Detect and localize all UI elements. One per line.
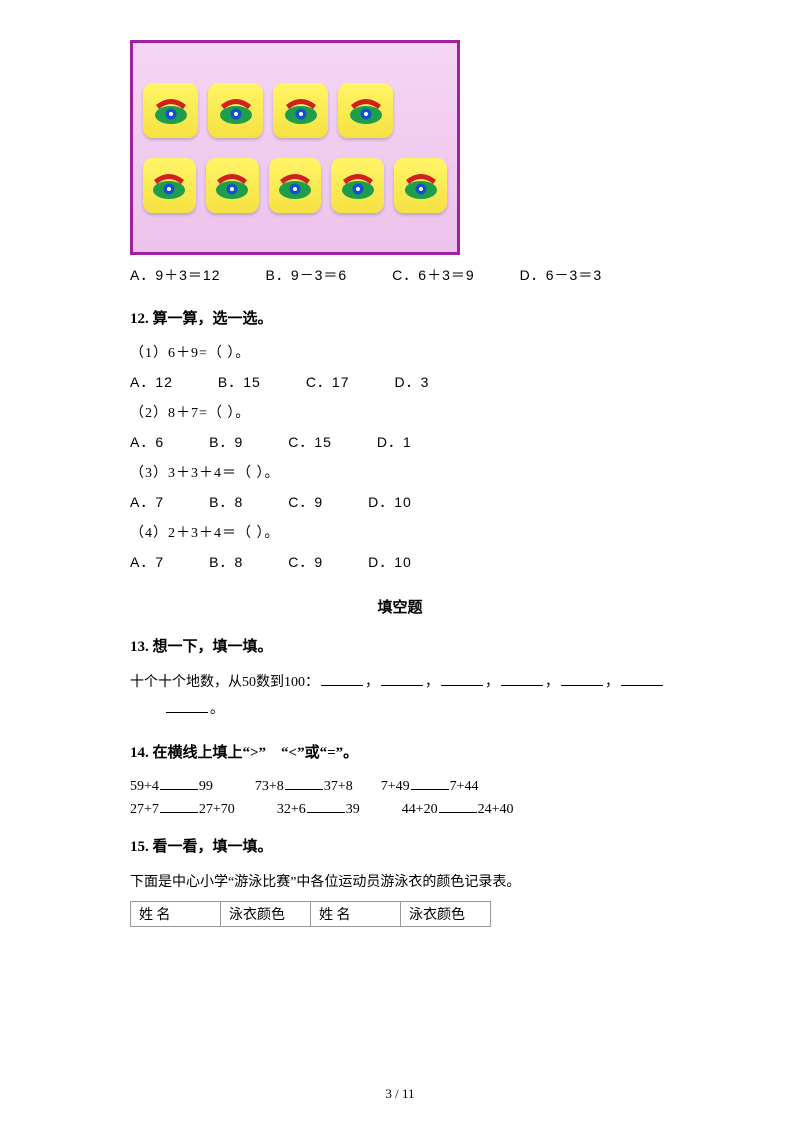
blank [501,672,543,686]
phone-icon [281,95,321,125]
q14-body: 59+4 99 73+8 37+8 7+49 7+44 27+7 27+70 32+6 3… [130,776,670,821]
sub-question-prompt: （4）2＋3＋4＝（ ）。 [130,522,670,542]
q12-title: 12. 算一算，选一选。 [130,307,670,328]
phone-icon [151,95,191,125]
table-header: 泳衣颜色 [401,901,491,926]
q15-intro: 下面是中心小学“游泳比赛”中各位运动员游泳衣的颜色记录表。 [130,870,670,897]
table-header: 泳衣颜色 [221,901,311,926]
sep: ， [605,675,619,690]
phone-icon [216,95,256,125]
page-content: A．9＋3＝12 B．9－3＝6 C．6＋3＝9 D．6－3＝3 12. 算一算… [0,0,800,927]
phone-icon [401,170,441,200]
sub-question-prompt: （1）6＋9=（ ）。 [130,342,670,362]
phone-icon [275,170,315,200]
sep: ， [485,675,499,690]
phone-tile [269,158,322,213]
phone-icon [346,95,386,125]
page-number: 3 / 11 [0,1086,800,1102]
phone-row-2 [143,158,447,213]
expr: 7+44 [450,779,479,794]
blank [285,776,323,790]
blank [439,799,477,813]
q12-parts: （1）6＋9=（ ）。 A．12 B．15 C．17 D．3 （2）8＋7=（ ）。… [130,342,670,572]
phone-icon [212,170,252,200]
sub-question-choices: A．7 B．8 C．9 D．10 [130,492,670,512]
blank [411,776,449,790]
phone-tile [331,158,384,213]
blank [166,699,208,713]
table-header: 姓 名 [131,901,221,926]
blank [441,672,483,686]
blank [321,672,363,686]
table-row: 姓 名 泳衣颜色 姓 名 泳衣颜色 [131,901,491,926]
blank [561,672,603,686]
blank [381,672,423,686]
q13-pre: 十个十个地数，从50数到100： [130,675,319,690]
expr: 59+4 [130,779,159,794]
expr: 24+40 [478,802,514,817]
q15-title: 15. 看一看，填一填。 [130,835,670,856]
expr: 39 [346,802,360,817]
sep: ， [425,675,439,690]
blank [160,776,198,790]
phone-tile [208,83,263,138]
sub-question-prompt: （3）3＋3＋4＝（ ）。 [130,462,670,482]
expr: 73+8 [255,779,284,794]
blank [160,799,198,813]
phone-row-1 [143,83,447,138]
expr: 37+8 [324,779,353,794]
sep: ， [365,675,379,690]
expr: 44+20 [402,802,438,817]
phone-tile [206,158,259,213]
sub-question-choices: A．6 B．9 C．15 D．1 [130,432,670,452]
phone-icon [338,170,378,200]
q13-tail: 。 [210,702,224,717]
phone-grid-image [130,40,460,255]
q11-options: A．9＋3＝12 B．9－3＝6 C．6＋3＝9 D．6－3＝3 [130,265,670,285]
section-fill-title: 填空题 [130,596,670,617]
q13-title: 13. 想一下，填一填。 [130,635,670,656]
expr: 27+7 [130,802,159,817]
sub-question-prompt: （2）8＋7=（ ）。 [130,402,670,422]
sub-question-choices: A．7 B．8 C．9 D．10 [130,552,670,572]
expr: 27+70 [199,802,235,817]
q14-title: 14. 在横线上填上“>” “<”或“=”。 [130,741,670,762]
expr: 32+6 [277,802,306,817]
q15-table: 姓 名 泳衣颜色 姓 名 泳衣颜色 [130,901,491,927]
phone-tile [273,83,328,138]
blank [307,799,345,813]
phone-tile [143,158,196,213]
phone-icon [149,170,189,200]
table-header: 姓 名 [311,901,401,926]
expr: 7+49 [381,779,410,794]
phone-tile [338,83,393,138]
phone-tile [143,83,198,138]
sep: ， [545,675,559,690]
q13-body: 十个十个地数，从50数到100： ， ， ， ， ， 。 [130,670,670,723]
expr: 99 [199,779,213,794]
phone-tile [394,158,447,213]
blank [621,672,663,686]
sub-question-choices: A．12 B．15 C．17 D．3 [130,372,670,392]
